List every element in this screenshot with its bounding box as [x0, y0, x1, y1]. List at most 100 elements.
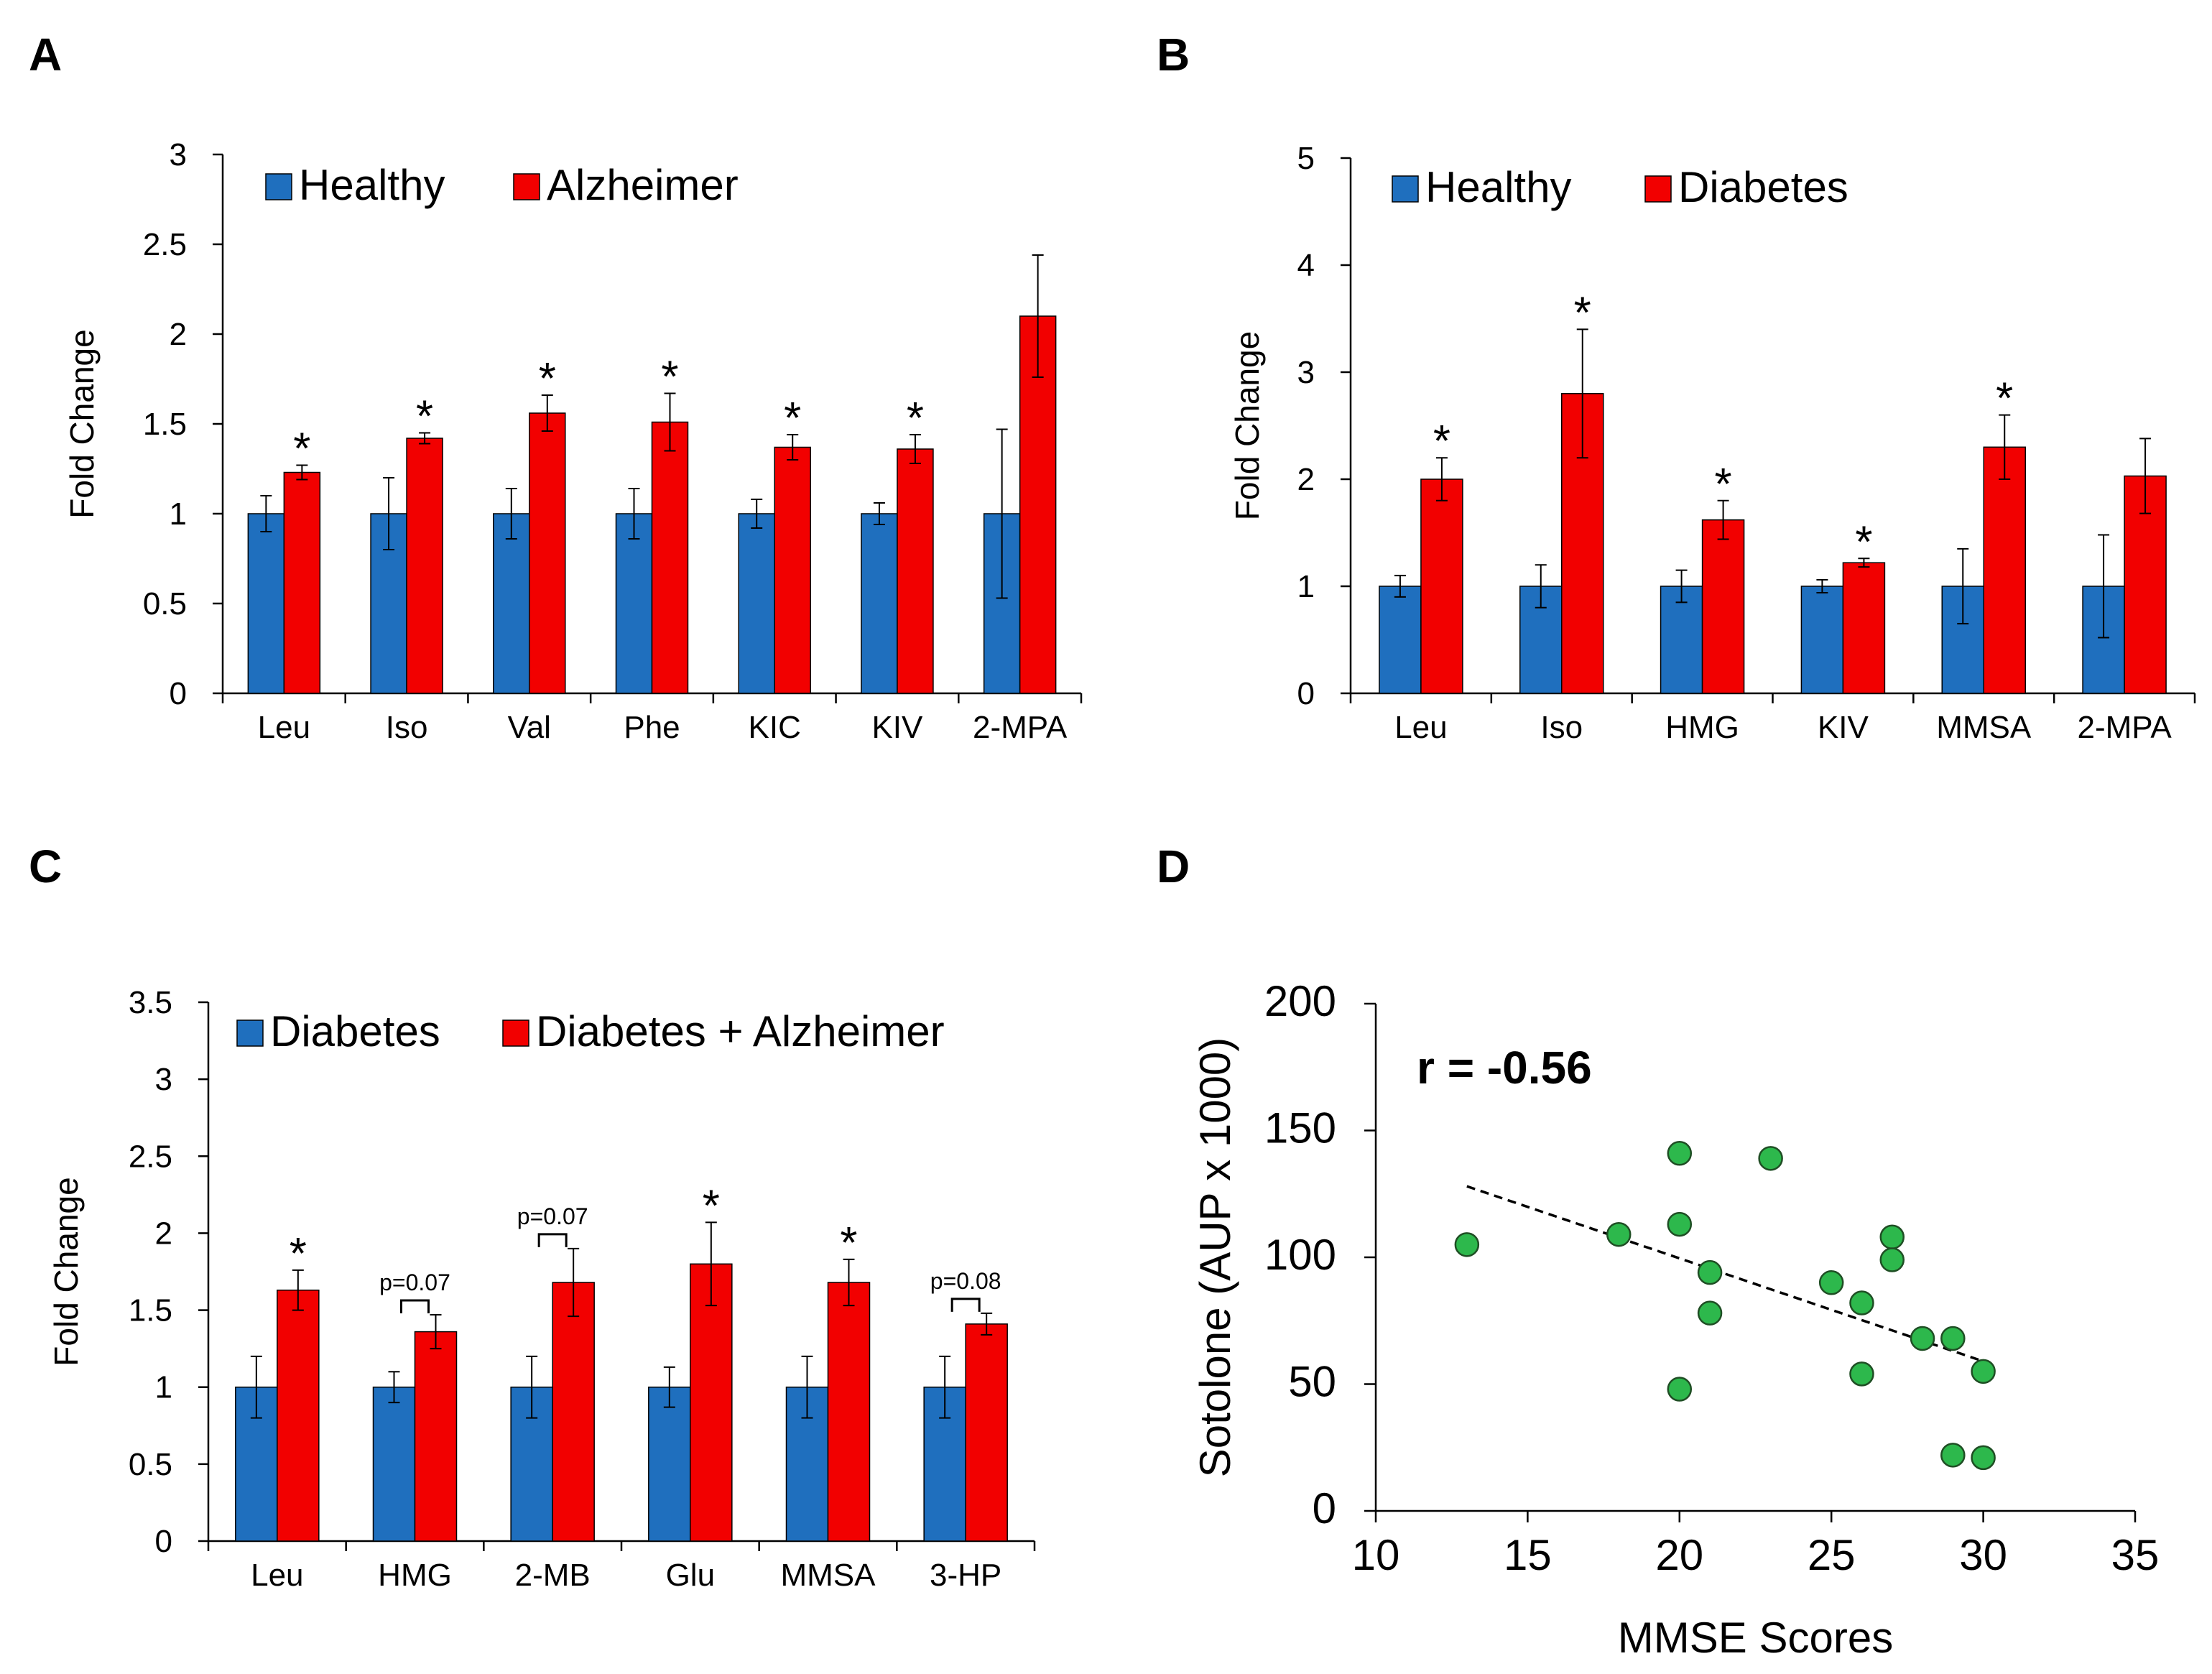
bar-healthy-val [493, 513, 530, 694]
y-tick-label: 5 [1297, 141, 1315, 176]
significance-star: * [290, 1229, 307, 1279]
scatter-point [1758, 1146, 1783, 1171]
p-value-label: p=0.07 [517, 1203, 588, 1229]
x-tick-label: 2-MB [515, 1558, 591, 1593]
y-tick-label: 200 [1264, 977, 1336, 1025]
chart-panel-c: 0 0.5 1 1.5 2 2.5 3 3.5 Fold Change Leu * HMG p=0.07… [47, 985, 1036, 1593]
x-tick-label: Phe [624, 710, 680, 745]
scatter-point [1667, 1211, 1693, 1237]
bar-healthy-leu [247, 513, 285, 694]
bar-diabetes-hmg [1701, 519, 1745, 694]
significance-bracket [537, 1233, 568, 1247]
scatter-point [1606, 1221, 1632, 1247]
x-tick-label: Iso [1540, 710, 1583, 745]
y-axis-title: Fold Change [63, 329, 101, 518]
x-tick-label: 25 [1808, 1531, 1856, 1579]
scatter-point [1667, 1377, 1693, 1402]
scatter-point [1454, 1232, 1480, 1257]
scatter-point [1879, 1224, 1905, 1250]
x-tick-label: KIV [871, 710, 923, 745]
y-axis-title: Fold Change [47, 1177, 85, 1366]
scatter-point [1697, 1259, 1723, 1285]
significance-star: * [907, 394, 924, 443]
legend-label-healthy: Healthy [1425, 163, 1571, 211]
bar-diabetes-alzheimer-mmsa [827, 1282, 871, 1542]
legend-swatch-alzheimer [513, 173, 540, 200]
y-tick-label: 2 [155, 1216, 172, 1251]
x-tick-label: 20 [1655, 1531, 1703, 1579]
bar-alzheimer-leu [283, 471, 321, 694]
bar-diabetes-alzheimer-3-hp [965, 1323, 1008, 1542]
significance-star: * [661, 353, 678, 402]
scatter-point [1879, 1247, 1905, 1272]
significance-star: * [1715, 460, 1732, 509]
x-axis-title: MMSE Scores [1618, 1614, 1893, 1662]
y-tick-label: 2 [1297, 462, 1315, 497]
y-tick-label: 3 [155, 1062, 172, 1097]
panel-letter-c: C [29, 841, 62, 892]
y-tick-label: 1 [170, 496, 187, 532]
legend-label-healthy: Healthy [299, 161, 445, 209]
x-tick-label: Iso [386, 710, 428, 745]
significance-star: * [784, 394, 801, 443]
x-tick-label: KIC [749, 710, 801, 745]
chart-panel-d: 0 50 100 150 200 10 15 20 25 30 35 MMSE Scores Sotol… [1191, 977, 2159, 1662]
y-tick-label: 2.5 [129, 1139, 172, 1174]
y-axis-title: Sotolone (AUP x 1000) [1191, 1037, 1239, 1478]
x-tick-label: 2-MPA [2077, 710, 2172, 745]
legend-swatch-healthy [1392, 175, 1419, 203]
legend-swatch-diabetes [1644, 175, 1672, 203]
y-tick-label: 3 [1297, 355, 1315, 390]
scatter-point [1940, 1326, 1966, 1351]
legend-label-alzheimer: Alzheimer [547, 161, 739, 209]
bar-healthy-kic [738, 513, 775, 694]
chart-panel-b: 0 1 2 3 4 5 Fold Change Leu * Iso * HMG * KIV * MMSA * 2-… [1228, 141, 2196, 745]
y-tick-label: 0.5 [129, 1447, 172, 1482]
y-tick-label: 3 [170, 137, 187, 172]
y-axis-title: Fold Change [1228, 331, 1266, 520]
legend-swatch-diabetes [236, 1019, 264, 1047]
bar-diabetes-alzheimer-hmg [414, 1331, 458, 1542]
bar-alzheimer-phe [651, 421, 689, 694]
bar-diabetes-hmg [372, 1386, 416, 1542]
trendline [1466, 1185, 1984, 1363]
x-tick-label: Leu [258, 710, 310, 745]
p-value-label: p=0.07 [379, 1270, 450, 1295]
legend-label-diabetes-alzheimer: Diabetes + Alzheimer [536, 1007, 945, 1055]
scatter-point [1910, 1326, 1935, 1351]
bar-healthy-leu [1379, 586, 1422, 694]
significance-star: * [539, 354, 556, 404]
x-tick-label: KIV [1818, 710, 1869, 745]
bar-alzheimer-kic [774, 446, 811, 694]
significance-bracket [950, 1298, 981, 1312]
y-tick-label: 0.5 [143, 586, 187, 621]
x-tick-label: MMSA [1936, 710, 2032, 745]
scatter-point [1971, 1359, 1996, 1384]
x-tick-label: 15 [1504, 1531, 1552, 1579]
y-tick-label: 1 [1297, 569, 1315, 604]
bar-alzheimer-iso [406, 438, 443, 694]
x-tick-label: HMG [378, 1558, 452, 1593]
significance-star: * [1433, 417, 1450, 466]
y-tick-label: 1.5 [143, 407, 187, 442]
legend-swatch-diabetes-alzheimer [502, 1019, 529, 1047]
x-tick-label: HMG [1665, 710, 1739, 745]
y-tick-label: 1.5 [129, 1293, 172, 1328]
x-tick-label: 3-HP [930, 1558, 1001, 1593]
bar-diabetes-alzheimer-leu [277, 1289, 320, 1542]
p-value-label: p=0.08 [930, 1268, 1001, 1294]
scatter-point [1667, 1141, 1693, 1166]
x-tick-label: Leu [1394, 710, 1447, 745]
x-tick-label: Glu [666, 1558, 715, 1593]
legend-label-diabetes: Diabetes [1678, 163, 1848, 211]
significance-star: * [416, 392, 433, 442]
bar-healthy-kiv [1800, 586, 1844, 694]
bar-diabetes-mmsa [1983, 446, 2026, 694]
x-tick-label: MMSA [781, 1558, 876, 1593]
bar-healthy-kiv [861, 513, 898, 694]
scatter-point [1849, 1290, 1874, 1315]
significance-star: * [1996, 374, 2013, 424]
bar-diabetes-kiv [1842, 562, 1886, 694]
bar-healthy-hmg [1660, 586, 1703, 694]
